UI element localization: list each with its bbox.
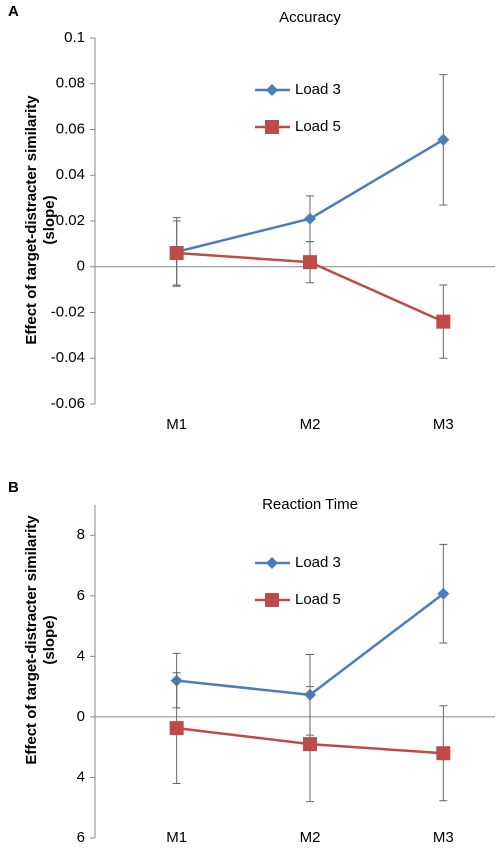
- panel-label: B: [8, 479, 19, 496]
- y-tick-label: 0.1: [64, 29, 85, 46]
- legend-marker: [266, 84, 278, 96]
- chart-title: Reaction Time: [262, 496, 358, 513]
- y-tick-label: 0: [77, 258, 85, 275]
- x-tick-label: M1: [166, 829, 187, 846]
- x-tick-label: M3: [433, 416, 454, 433]
- y-tick-label: -0.04: [51, 349, 85, 366]
- y-tick-label: 0.08: [56, 75, 85, 92]
- data-point: [169, 246, 184, 261]
- legend-label: Load 3: [295, 81, 341, 98]
- x-tick-label: M1: [166, 416, 187, 433]
- data-point: [304, 212, 316, 225]
- legend-marker: [265, 593, 279, 607]
- y-tick-label: 6: [77, 829, 85, 846]
- y-axis-label: Effect of target-distracter similarity: [23, 515, 40, 765]
- y-tick-label: 4: [77, 647, 85, 664]
- x-tick-label: M2: [300, 829, 321, 846]
- y-tick-label: -0.02: [51, 303, 85, 320]
- data-point: [303, 255, 317, 270]
- data-point: [169, 721, 184, 736]
- panel-label: A: [8, 3, 19, 20]
- data-point: [437, 587, 450, 600]
- y-tick-label: 6: [77, 587, 85, 604]
- legend-marker: [266, 557, 278, 569]
- y-axis-label: Effect of target-distracter similarity: [23, 95, 40, 345]
- y-tick-label: 0.04: [56, 166, 85, 183]
- data-point: [437, 133, 450, 146]
- x-tick-label: M3: [433, 829, 454, 846]
- data-point: [303, 737, 317, 752]
- y-tick-label: 0.06: [56, 120, 85, 137]
- x-tick-label: M2: [300, 416, 321, 433]
- legend-label: Load 5: [295, 118, 341, 135]
- y-tick-label: 0.02: [56, 212, 85, 229]
- data-point: [436, 746, 451, 761]
- data-point: [436, 314, 451, 329]
- legend-label: Load 3: [295, 554, 341, 571]
- legend-marker: [265, 120, 279, 134]
- y-tick-label: 4: [77, 768, 85, 785]
- y-tick-label: 0: [77, 708, 85, 725]
- y-axis-label: (slope): [41, 615, 58, 664]
- y-tick-label: -0.06: [51, 395, 85, 412]
- y-tick-label: 8: [77, 526, 85, 543]
- legend-label: Load 5: [295, 591, 341, 608]
- y-axis-label: (slope): [41, 195, 58, 244]
- chart-title: Accuracy: [279, 9, 341, 26]
